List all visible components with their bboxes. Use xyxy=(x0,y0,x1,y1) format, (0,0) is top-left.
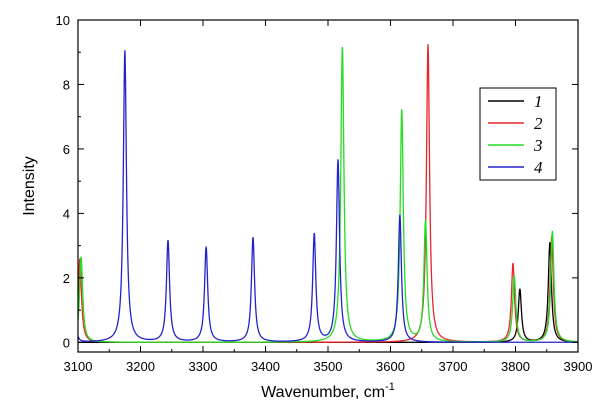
axes-layer: 3100 3200 3300 3400 3500 3600 3700 3800 3900 0 2 4 6… xyxy=(56,13,593,374)
series-layer xyxy=(78,44,578,343)
x-tick-label: 3800 xyxy=(501,359,530,374)
x-tick-label: 3400 xyxy=(251,359,280,374)
series-line-1 xyxy=(78,242,578,343)
y-tick-label: 10 xyxy=(56,13,70,28)
y-tick-label: 4 xyxy=(63,206,70,221)
legend-label: 1 xyxy=(534,92,543,111)
x-axis-title-text: Wavenumber, cm xyxy=(261,384,385,401)
y-tick-label: 0 xyxy=(63,335,70,350)
y-tick-label: 6 xyxy=(63,142,70,157)
x-tick-label: 3100 xyxy=(64,359,93,374)
y-tick-label: 8 xyxy=(63,77,70,92)
plot-frame xyxy=(77,19,579,353)
legend: 1 2 3 4 xyxy=(479,87,557,181)
x-tick-label: 3300 xyxy=(189,359,218,374)
legend-box xyxy=(479,87,557,181)
x-tick-label: 3500 xyxy=(314,359,343,374)
x-tick-label: 3700 xyxy=(439,359,468,374)
x-tick-label: 3200 xyxy=(126,359,155,374)
x-tick-label: 3900 xyxy=(564,359,593,374)
legend-label: 4 xyxy=(534,158,543,177)
x-axis-title: Wavenumber, cm-1 xyxy=(261,381,395,401)
series-line-3 xyxy=(78,47,578,343)
series-line-4 xyxy=(78,50,578,343)
y-axis-title: Intensity xyxy=(21,156,38,216)
legend-label: 2 xyxy=(534,114,543,133)
x-axis-title-superscript: -1 xyxy=(385,381,395,393)
x-tick-label: 3600 xyxy=(376,359,405,374)
legend-label: 3 xyxy=(533,136,543,155)
y-tick-label: 2 xyxy=(63,271,70,286)
